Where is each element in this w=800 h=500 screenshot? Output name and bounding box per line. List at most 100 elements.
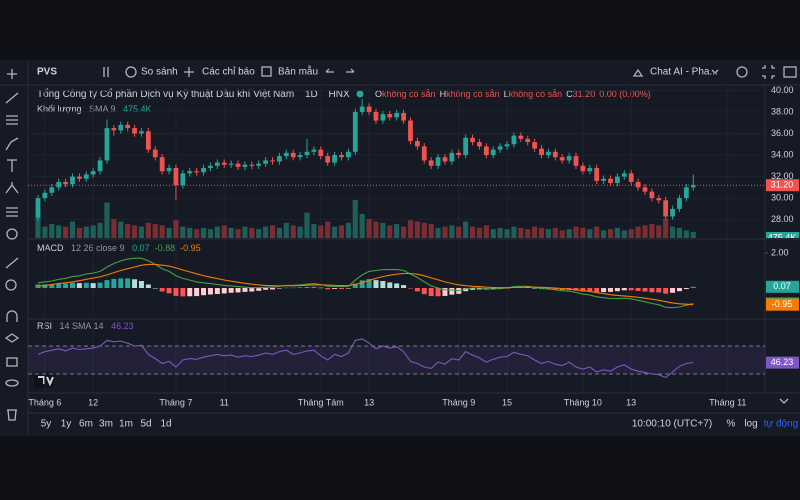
volume-bar — [594, 226, 600, 238]
macd-histogram-bar — [90, 283, 96, 289]
redo-button[interactable] — [346, 68, 355, 73]
compare-icon[interactable] — [125, 66, 137, 78]
magnet-tool[interactable] — [6, 310, 18, 322]
histogram-tag: 0.07 — [766, 280, 799, 293]
candle-body — [656, 198, 662, 201]
volume-bar — [414, 221, 420, 238]
macd-histogram-bar — [338, 288, 344, 290]
y-tick-label: 30.00 — [771, 193, 794, 203]
interval-icon[interactable] — [103, 67, 109, 77]
candle-body — [649, 191, 655, 199]
volume-bar — [214, 226, 220, 238]
undo-button[interactable] — [325, 68, 334, 73]
volume-bar — [187, 227, 193, 238]
signal-tag-text: -0.95 — [772, 299, 793, 309]
x-tick-label: 11 — [220, 397, 229, 407]
left-toolbar — [4, 69, 20, 421]
range-button[interactable]: 1m — [119, 419, 133, 430]
templates-icon[interactable] — [261, 66, 272, 77]
candle-body — [525, 138, 531, 143]
delete-tool[interactable] — [7, 409, 17, 421]
trendline-tool[interactable] — [5, 92, 19, 104]
volume-bar — [690, 231, 696, 238]
macd-histogram-bar — [552, 288, 558, 290]
macd-histogram-bar — [601, 288, 607, 293]
emoji-tool[interactable] — [6, 228, 18, 240]
macd-histogram-bar — [145, 284, 151, 289]
legend-value: không có sẵn — [382, 89, 436, 99]
volume-bar — [525, 229, 531, 238]
compare-button[interactable]: So sánh — [141, 67, 178, 78]
macd-histogram-bar — [83, 282, 89, 289]
snapshot-button[interactable] — [783, 66, 797, 78]
volume-bar — [621, 230, 627, 238]
macd-histogram-bar — [690, 286, 696, 289]
candle-body — [111, 128, 117, 131]
lock-tool[interactable] — [6, 357, 18, 367]
range-button[interactable]: 1y — [61, 419, 72, 430]
symbol[interactable]: PVS — [37, 67, 57, 78]
fib-tool[interactable] — [6, 115, 18, 125]
lock-drawings-tool[interactable] — [4, 333, 20, 343]
volume-bar — [131, 225, 138, 238]
volume-bar — [552, 227, 558, 238]
candle-body — [428, 160, 434, 166]
macd-histogram-bar — [656, 288, 662, 293]
axis-settings[interactable] — [779, 398, 789, 404]
tv-logo — [34, 372, 54, 388]
volume-bar — [111, 219, 117, 238]
volume-params: SMA 9 — [89, 104, 116, 114]
volume-bar — [511, 226, 517, 238]
range-button[interactable]: 5d — [140, 419, 151, 430]
x-tick-label: Tháng 10 — [564, 397, 602, 407]
macd-histogram-bar — [235, 288, 241, 293]
macd-histogram-bar — [476, 288, 482, 290]
legend-key: H — [440, 89, 447, 99]
range-button[interactable]: 1d — [160, 419, 171, 430]
macd-histogram-bar — [642, 288, 648, 292]
pattern-tool[interactable] — [5, 182, 19, 194]
macd-histogram-bar — [221, 288, 227, 294]
chat-dropdown[interactable] — [711, 69, 719, 74]
macd-histogram-bar — [345, 288, 351, 289]
range-button[interactable]: 5y — [41, 419, 52, 430]
templates-button[interactable]: Bản mẫu — [278, 65, 318, 78]
candle-body — [125, 124, 131, 129]
chat-button[interactable]: Chat AI - Pha... — [650, 67, 718, 78]
indicators-button[interactable]: Các chỉ báo — [202, 66, 255, 78]
volume-bar — [469, 226, 476, 238]
log-toggle[interactable]: log — [744, 419, 757, 430]
candle-body — [63, 181, 68, 185]
macd-histogram-bar — [580, 288, 586, 292]
indicators-icon[interactable] — [184, 67, 194, 77]
volume-bar — [532, 226, 538, 238]
chat-icon[interactable] — [632, 68, 644, 77]
range-button[interactable]: 3m — [99, 419, 113, 430]
macd-histogram-bar — [194, 288, 200, 297]
settings-button[interactable] — [736, 66, 748, 78]
macd-legend-value: -0.88 — [155, 243, 176, 253]
macd-histogram-bar — [435, 288, 441, 297]
percent-toggle[interactable]: % — [727, 419, 736, 430]
candle-body — [242, 164, 248, 167]
candle-body — [277, 156, 282, 162]
prediction-tool[interactable] — [6, 207, 18, 217]
candle-body — [401, 113, 406, 121]
macd-params: 12 26 close 9 — [71, 243, 125, 253]
legend-close: 31.20 — [573, 89, 596, 99]
candle-body — [49, 187, 55, 193]
text-tool[interactable] — [7, 159, 17, 172]
top-toolbar: PVS So sánh Các chỉ báo Bản mẫu Chat AI … — [37, 65, 797, 79]
range-button[interactable]: 6m — [79, 419, 93, 430]
zoom-tool[interactable] — [5, 279, 17, 291]
fullscreen-button[interactable] — [762, 65, 775, 79]
macd-histogram-bar — [49, 284, 55, 289]
brush-tool[interactable] — [5, 137, 19, 151]
ruler-tool[interactable] — [5, 257, 19, 269]
auto-toggle[interactable]: tự động — [764, 419, 799, 430]
volume-bar — [518, 227, 524, 238]
macd-histogram-bar — [407, 288, 413, 289]
candle-body — [677, 198, 682, 209]
hide-tool[interactable] — [5, 379, 19, 387]
crosshair-tool[interactable] — [7, 69, 17, 79]
